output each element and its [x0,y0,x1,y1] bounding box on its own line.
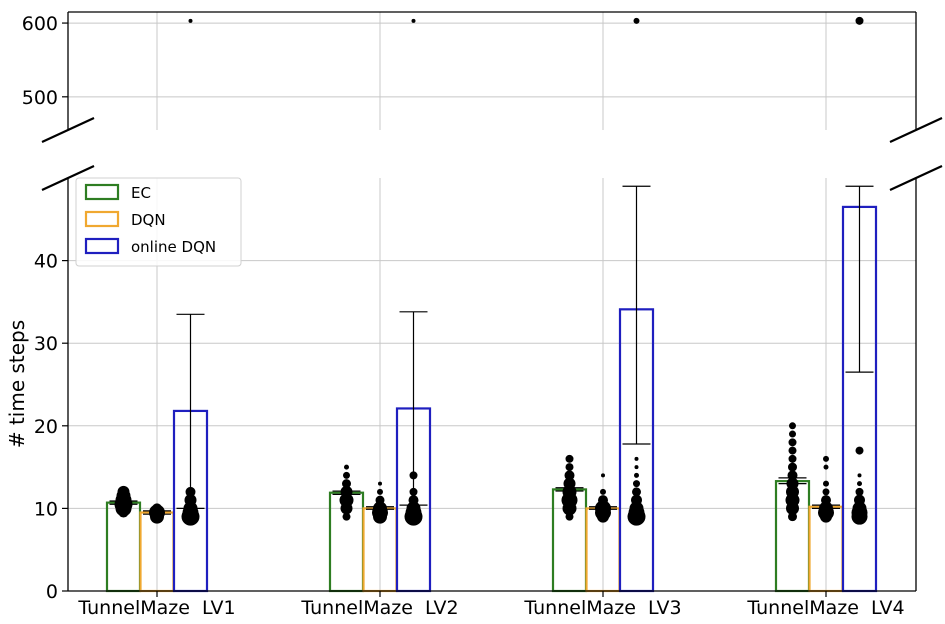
x-tick-label: TunnelMaze LV3 [523,597,681,619]
data-point [409,471,418,480]
outlier-point [411,18,416,23]
data-point [820,510,832,523]
data-point [788,512,797,522]
data-point [343,471,350,479]
upper-grid [68,12,916,130]
data-point [855,446,864,455]
scatter-points [114,16,868,526]
y-tick-label: 500 [22,87,58,109]
y-tick-label: 30 [34,333,58,355]
data-point [857,473,862,478]
data-point [851,508,868,525]
data-point [823,455,829,462]
break-mark-upper-right [889,117,943,143]
break-mark-lower-left [41,165,95,191]
x-tick-labels: TunnelMaze LV1 TunnelMaze LV2 TunnelMaze L… [77,591,905,619]
data-point [565,512,574,521]
outlier-point [188,18,193,23]
data-point [787,470,798,481]
y-tick-label: 0 [46,581,58,603]
data-point [823,464,829,470]
data-point [823,480,829,487]
legend-label: EC [131,184,151,202]
y-tick-label: 600 [22,13,58,35]
legend-swatch [84,183,120,201]
data-point [597,510,609,523]
data-point [632,487,641,497]
axis-break-marks [41,117,943,191]
data-point [788,438,797,447]
x-tick-label: TunnelMaze LV2 [300,597,458,619]
legend-swatch [84,237,120,255]
x-tick-label: TunnelMaze LV4 [746,597,904,619]
data-point [822,488,830,496]
legend-label: online DQN [131,238,216,256]
data-point [150,509,164,524]
data-point [377,488,383,495]
data-point [373,509,387,524]
data-point [634,456,639,461]
data-point [857,481,862,487]
plot-frame [67,11,917,592]
data-point [342,512,351,521]
y-tick-labels: 500 600 0 10 20 30 40 [22,13,68,603]
data-point [600,488,606,495]
data-point [409,487,418,496]
data-point [565,454,574,463]
data-point [789,422,796,430]
y-axis-label: # time steps [5,320,29,448]
data-point [788,454,797,463]
data-point [562,501,577,516]
data-point [404,507,423,526]
y-tick-label: 20 [34,416,58,438]
data-point [185,486,196,497]
data-point [181,507,200,526]
data-point [344,464,349,470]
x-tick-label: TunnelMaze LV1 [77,597,235,619]
data-point [118,507,129,518]
data-point [788,462,797,472]
data-point [788,446,797,455]
break-mark-upper-left [41,117,95,143]
break-mark-lower-right [889,165,943,191]
data-point [342,479,351,489]
legend-swatch [84,210,120,228]
data-point [564,470,575,481]
data-point [789,430,796,438]
y-tick-label: 10 [34,498,58,520]
data-point [340,502,353,515]
legend-label: DQN [131,211,166,229]
legend: EC DQN online DQN [75,177,242,267]
data-point [627,507,646,526]
y-tick-label: 40 [34,251,58,273]
outlier-point [855,16,864,25]
data-point [855,487,864,496]
data-point [565,463,574,472]
data-point [378,481,382,486]
data-point [786,501,799,515]
data-point [601,473,605,478]
outlier-point [633,17,640,24]
data-point [634,472,639,478]
data-point [633,480,640,488]
data-point [634,465,639,470]
